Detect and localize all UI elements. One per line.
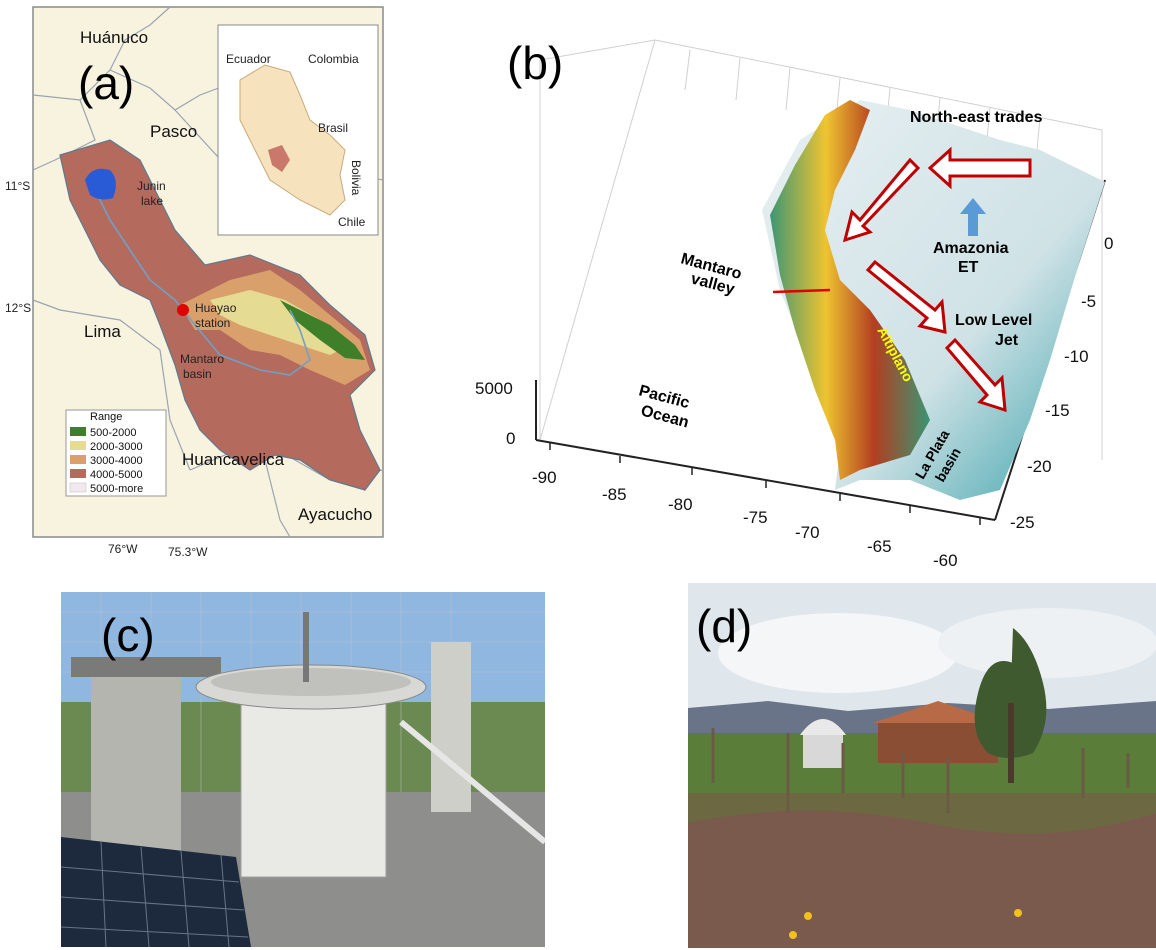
instrument-photo (61, 592, 545, 947)
inset-colombia: Colombia (308, 52, 359, 66)
large-tree (974, 628, 1047, 773)
panel-d-label: (d) (696, 600, 753, 652)
llj-arrow-1 (865, 259, 947, 334)
y-tick-10: -10 (1064, 347, 1089, 366)
legend-item-3: 3000-4000 (90, 455, 143, 467)
elevation-legend: Range 500-2000 2000-3000 3000-4000 4000-… (65, 409, 167, 497)
label-ne-trades: North-east trades (910, 109, 1043, 126)
lat-11s: 11°S (5, 179, 30, 193)
inset-brasil: Brasil (318, 121, 348, 135)
southward-arrow-1 (842, 157, 921, 243)
label-lake: lake (141, 194, 163, 208)
llj-arrow-2 (944, 337, 1007, 413)
y-tick-5: -5 (1081, 292, 1096, 311)
label-basin: basin (183, 367, 212, 381)
region-huanuco: Huánuco (80, 28, 148, 47)
x-tick-90: -90 (532, 468, 557, 487)
observatory-dome-base (803, 733, 843, 768)
mantaro-pointer-arrow (772, 288, 831, 294)
ne-trades-arrow (927, 146, 1032, 190)
panel-c-label: (c) (101, 609, 155, 661)
amazonia-et-arrow (960, 198, 986, 236)
terrain-3d-plot: North-east trades Amazonia ET Mantaro va… (475, 39, 1113, 570)
label-jet: Jet (995, 332, 1019, 349)
inset-ecuador: Ecuador (226, 52, 271, 66)
label-huayao: Huayao (195, 301, 237, 315)
panel-a-label: (a) (78, 57, 135, 109)
legend-item-4: 4000-5000 (90, 469, 143, 481)
panel-a-map: Ecuador Colombia Brasil Bolivia Chile Hu… (0, 0, 400, 570)
junin-lake (85, 168, 116, 200)
label-low-level: Low Level (955, 312, 1032, 329)
inset-chile: Chile (338, 215, 366, 229)
mantaro-basin-map: Ecuador Colombia Brasil Bolivia Chile Hu… (5, 6, 384, 559)
x-tick-70: -70 (795, 523, 820, 542)
panel-d-photo: (d) (688, 583, 1156, 948)
lat-12s: 12°S (5, 301, 31, 315)
label-junin: Junin (137, 179, 166, 193)
panel-b-label: (b) (507, 37, 564, 89)
instrument-cabinet (240, 701, 387, 878)
z-tick-0: 0 (506, 429, 515, 448)
x-tick-85: -85 (602, 485, 627, 504)
peru-inset-map: Ecuador Colombia Brasil Bolivia Chile (217, 24, 379, 236)
huayao-station-dot (177, 304, 189, 316)
x-tick-60: -60 (933, 551, 958, 570)
region-pasco: Pasco (150, 122, 197, 141)
legend-item-5: 5000-more (90, 483, 143, 495)
legend-title: Range (90, 411, 122, 423)
legend-item-2: 2000-3000 (90, 441, 143, 453)
region-huancavelica: Huancavelica (182, 450, 285, 469)
label-station: station (195, 316, 230, 330)
inset-bolivia: Bolivia (349, 160, 363, 196)
z-tick-5000: 5000 (475, 379, 513, 398)
y-tick-0: 0 (1104, 234, 1113, 253)
wind-arrows (772, 146, 1032, 413)
concrete-pillar-left (91, 672, 181, 872)
panel-c-photo: (c) (61, 592, 545, 947)
y-tick-25: -25 (1010, 513, 1035, 532)
panel-b-3d-terrain: North-east trades Amazonia ET Mantaro va… (440, 0, 1156, 580)
y-tick-20: -20 (1027, 457, 1052, 476)
legend-item-1: 500-2000 (90, 427, 137, 439)
label-amazonia: Amazonia (933, 240, 1009, 257)
label-et: ET (958, 259, 979, 276)
x-tick-75: -75 (743, 508, 768, 527)
x-tick-65: -65 (867, 537, 892, 556)
lon-75-3w: 75.3°W (168, 545, 208, 559)
y-tick-15: -15 (1045, 401, 1070, 420)
label-mantaro: Mantaro (180, 352, 224, 366)
solar-panel (61, 837, 251, 947)
x-tick-80: -80 (668, 495, 693, 514)
concrete-pillar-right (431, 642, 471, 812)
andes-ridge (770, 100, 930, 480)
lon-76w: 76°W (108, 542, 138, 556)
station-field-photo (688, 583, 1156, 948)
region-ayacucho: Ayacucho (298, 505, 372, 524)
region-lima: Lima (84, 322, 121, 341)
